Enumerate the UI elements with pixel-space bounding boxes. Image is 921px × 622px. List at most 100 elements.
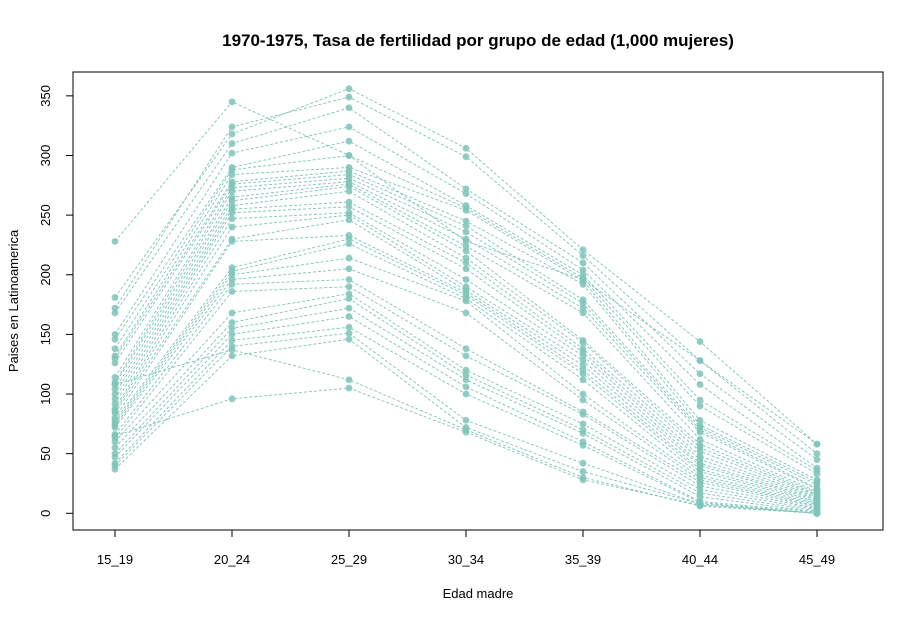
data-point (462, 217, 470, 225)
data-point (462, 297, 470, 305)
data-point (228, 346, 236, 354)
data-point (462, 206, 470, 214)
y-tick-label: 150 (38, 324, 53, 346)
data-point (228, 288, 236, 295)
x-axis-label: Edad madre (443, 586, 514, 601)
data-point (462, 153, 470, 161)
plot-frame (72, 71, 884, 531)
data-point (345, 254, 353, 262)
y-tick-label: 300 (38, 145, 53, 167)
data-point (111, 330, 119, 338)
data-point (111, 381, 119, 388)
data-point (579, 468, 587, 475)
data-point (345, 304, 353, 312)
y-tick-label: 350 (38, 85, 53, 107)
data-point (462, 345, 470, 353)
data-point (111, 432, 119, 440)
data-point (345, 323, 353, 331)
data-point (462, 366, 470, 374)
data-point (462, 242, 470, 250)
data-point (228, 130, 236, 138)
data-point (111, 465, 119, 473)
data-point (696, 396, 704, 404)
data-point (579, 309, 587, 317)
data-point (111, 444, 119, 452)
data-point (462, 254, 470, 262)
data-point (696, 447, 704, 455)
data-point (228, 187, 236, 195)
data-point (111, 294, 119, 301)
series-points (111, 85, 821, 517)
series-line (114, 307, 818, 513)
data-point (345, 123, 353, 131)
data-point (345, 290, 353, 298)
data-point (813, 450, 821, 458)
data-point (111, 395, 119, 403)
data-point (579, 352, 587, 360)
series-line (114, 298, 818, 512)
data-point (345, 276, 353, 283)
data-point (111, 237, 119, 245)
data-point (228, 325, 236, 332)
series-line (114, 286, 818, 509)
data-point (813, 456, 821, 464)
data-point (228, 98, 236, 106)
data-point (696, 428, 704, 436)
data-point (345, 240, 353, 248)
data-point (228, 271, 236, 279)
data-point (462, 185, 470, 193)
x-tick-label: 40_44 (682, 552, 718, 567)
data-point (228, 395, 236, 403)
data-point (345, 235, 353, 243)
data-point (345, 203, 353, 211)
data-point (345, 93, 353, 101)
data-point (579, 362, 587, 369)
data-point (579, 252, 587, 260)
data-point (228, 215, 236, 223)
data-point (462, 371, 470, 379)
data-point (228, 140, 236, 147)
data-point (111, 304, 119, 312)
data-point (345, 376, 353, 384)
data-point (579, 396, 587, 404)
data-point (111, 359, 119, 367)
data-point (345, 85, 353, 93)
data-point (111, 309, 119, 317)
data-point (111, 345, 119, 353)
y-tick-label: 50 (38, 446, 53, 460)
data-point (696, 370, 704, 378)
x-tick-label: 25_29 (331, 552, 367, 567)
data-point (579, 376, 587, 384)
data-point (579, 299, 587, 307)
data-point (228, 319, 236, 326)
data-point (228, 223, 236, 231)
data-point (345, 265, 353, 273)
data-point (462, 390, 470, 398)
data-point (111, 409, 119, 417)
data-point (462, 265, 470, 273)
data-point (228, 171, 236, 178)
data-point (111, 400, 119, 407)
y-tick-label: 0 (38, 510, 53, 517)
data-point (462, 222, 470, 230)
data-point (462, 247, 470, 255)
data-point (228, 276, 236, 283)
data-point (345, 313, 353, 320)
data-point (579, 459, 587, 467)
data-point (462, 190, 470, 198)
y-tick-label: 250 (38, 204, 53, 226)
data-point (111, 453, 119, 461)
data-point (345, 335, 353, 343)
data-point (462, 259, 470, 267)
data-point (696, 435, 704, 443)
data-point (345, 187, 353, 195)
data-point (813, 440, 821, 448)
data-point (228, 209, 236, 217)
data-point (696, 416, 704, 424)
data-point (228, 123, 236, 131)
data-point (579, 390, 587, 398)
data-point (228, 237, 236, 245)
data-point (462, 376, 470, 384)
data-point (696, 493, 704, 501)
x-axis: 15_19 20_24 25_29 30_34 35_39 40_44 45_49 (97, 529, 835, 567)
